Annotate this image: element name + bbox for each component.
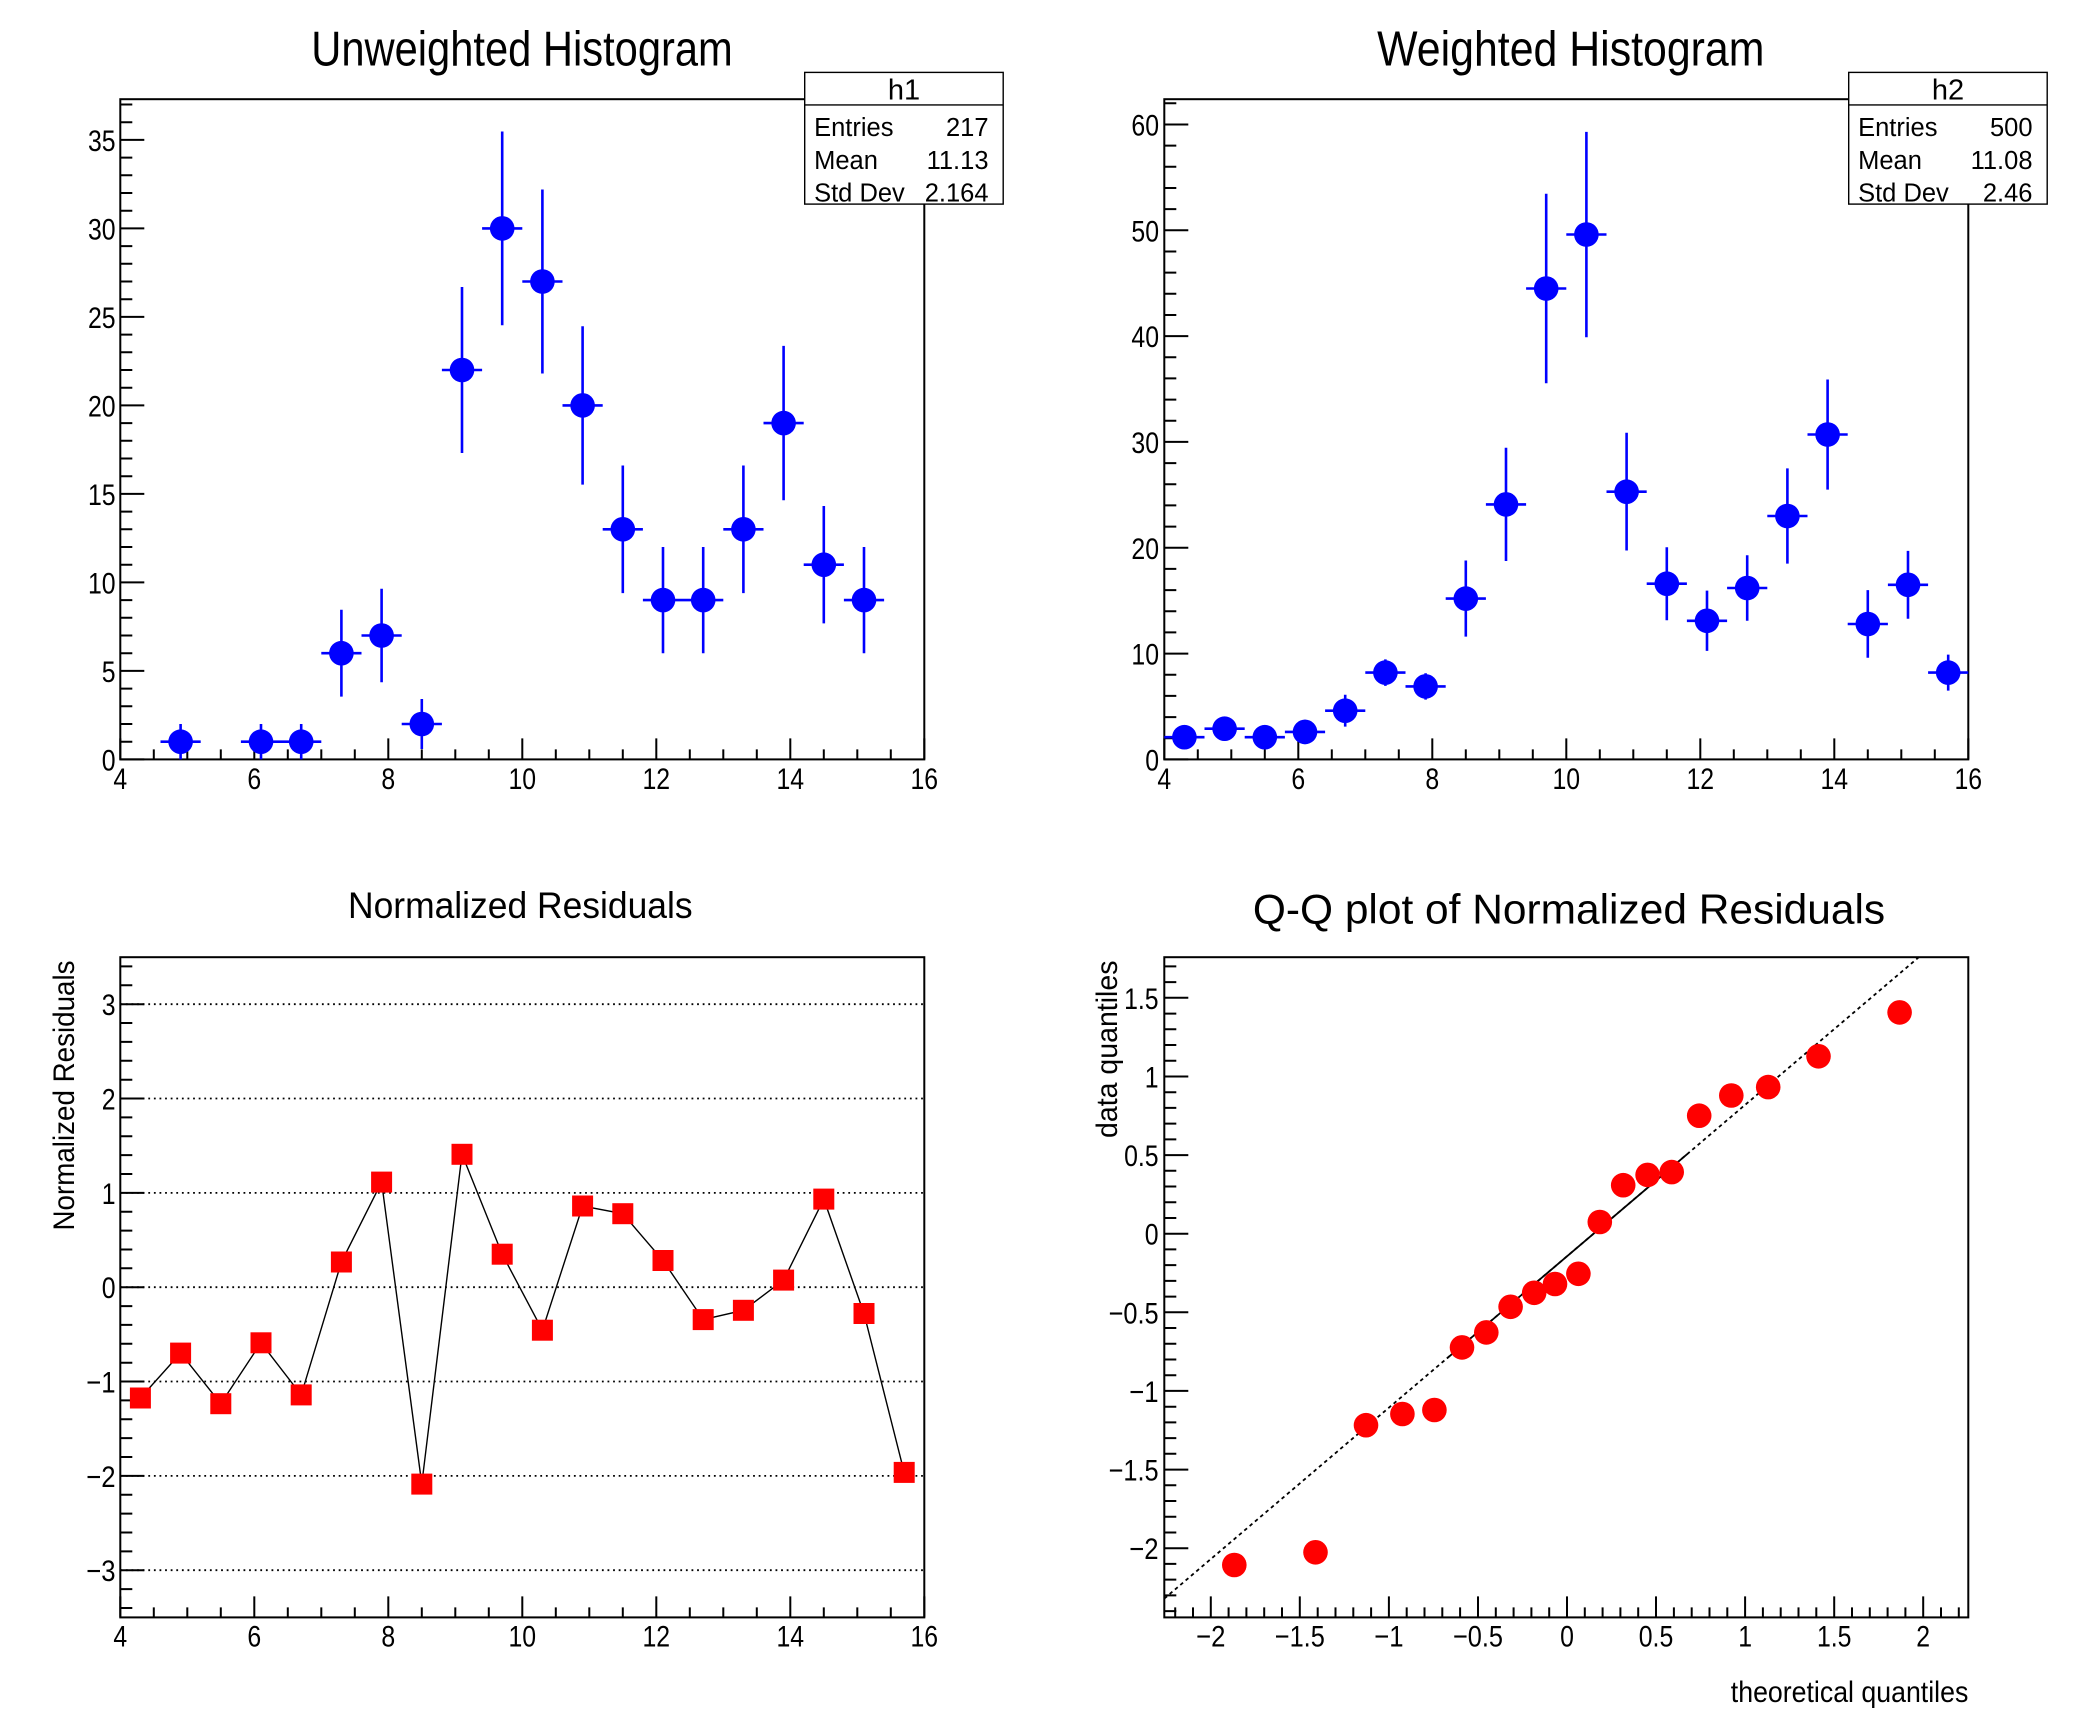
svg-text:8: 8	[1425, 763, 1439, 796]
svg-text:8: 8	[381, 763, 395, 796]
svg-text:14: 14	[1821, 763, 1849, 796]
svg-text:11.08: 11.08	[1971, 147, 2033, 175]
svg-text:1.5: 1.5	[1124, 983, 1159, 1016]
svg-text:Normalized Residuals: Normalized Residuals	[348, 884, 693, 926]
svg-text:6: 6	[247, 1621, 261, 1654]
svg-text:10: 10	[1131, 639, 1159, 672]
svg-text:14: 14	[777, 1621, 805, 1654]
svg-text:4: 4	[1157, 763, 1171, 796]
svg-text:−2: −2	[1196, 1621, 1225, 1654]
svg-text:16: 16	[911, 763, 939, 796]
svg-text:Std Dev: Std Dev	[814, 180, 905, 208]
svg-text:6: 6	[1291, 763, 1305, 796]
svg-text:10: 10	[509, 1621, 537, 1654]
svg-text:1.5: 1.5	[1817, 1621, 1852, 1654]
svg-text:−2: −2	[1129, 1533, 1158, 1566]
svg-text:2.46: 2.46	[1983, 180, 2033, 208]
svg-text:12: 12	[643, 763, 671, 796]
svg-text:−1.5: −1.5	[1109, 1455, 1159, 1488]
svg-text:14: 14	[777, 763, 805, 796]
svg-text:5: 5	[102, 656, 116, 689]
svg-text:0: 0	[1560, 1621, 1574, 1654]
svg-text:6: 6	[247, 763, 261, 796]
svg-text:−1.5: −1.5	[1275, 1621, 1325, 1654]
svg-text:h2: h2	[1932, 75, 1964, 107]
svg-text:2: 2	[102, 1084, 116, 1117]
svg-text:30: 30	[1131, 427, 1159, 460]
svg-text:10: 10	[88, 567, 116, 600]
svg-text:1: 1	[102, 1178, 116, 1211]
svg-text:4: 4	[113, 1621, 127, 1654]
svg-text:−3: −3	[86, 1555, 115, 1588]
svg-text:12: 12	[643, 1621, 671, 1654]
svg-text:15: 15	[88, 479, 116, 512]
svg-text:20: 20	[1131, 533, 1159, 566]
svg-text:16: 16	[911, 1621, 939, 1654]
svg-text:8: 8	[381, 1621, 395, 1654]
svg-text:10: 10	[509, 763, 537, 796]
svg-text:16: 16	[1955, 763, 1983, 796]
svg-text:0: 0	[1145, 744, 1159, 777]
svg-text:−0.5: −0.5	[1109, 1297, 1159, 1330]
svg-text:50: 50	[1131, 215, 1159, 248]
svg-text:40: 40	[1131, 321, 1159, 354]
svg-text:Q-Q plot of Normalized Residua: Q-Q plot of Normalized Residuals	[1253, 886, 1885, 933]
svg-text:10: 10	[1553, 763, 1581, 796]
svg-text:0.5: 0.5	[1639, 1621, 1674, 1654]
svg-text:1: 1	[1145, 1062, 1159, 1095]
svg-text:theoretical quantiles: theoretical quantiles	[1731, 1676, 1969, 1709]
svg-text:−2: −2	[86, 1461, 115, 1494]
svg-text:−1: −1	[1374, 1621, 1403, 1654]
svg-text:0: 0	[102, 744, 116, 777]
svg-text:0.5: 0.5	[1124, 1140, 1159, 1173]
svg-text:Weighted Histogram: Weighted Histogram	[1377, 23, 1764, 77]
svg-text:−1: −1	[1129, 1376, 1158, 1409]
svg-text:4: 4	[113, 763, 127, 796]
svg-text:12: 12	[1687, 763, 1715, 796]
svg-text:217: 217	[946, 114, 989, 142]
svg-text:35: 35	[88, 125, 116, 158]
svg-text:11.13: 11.13	[927, 147, 989, 175]
svg-text:data quantiles: data quantiles	[1091, 961, 1124, 1139]
svg-text:3: 3	[102, 989, 116, 1022]
svg-text:Normalized Residuals: Normalized Residuals	[48, 961, 81, 1231]
svg-text:−1: −1	[86, 1367, 115, 1400]
svg-text:30: 30	[88, 213, 116, 246]
svg-text:Std Dev: Std Dev	[1858, 180, 1949, 208]
svg-text:60: 60	[1131, 110, 1159, 143]
svg-text:Mean: Mean	[1858, 147, 1922, 175]
svg-text:2.164: 2.164	[925, 180, 989, 208]
svg-text:25: 25	[88, 302, 116, 335]
svg-text:Entries: Entries	[814, 114, 893, 142]
svg-text:1: 1	[1738, 1621, 1752, 1654]
svg-text:2: 2	[1916, 1621, 1930, 1654]
svg-text:h1: h1	[888, 75, 920, 107]
svg-text:Unweighted Histogram: Unweighted Histogram	[311, 23, 733, 77]
svg-text:−0.5: −0.5	[1453, 1621, 1503, 1654]
svg-text:0: 0	[1145, 1219, 1159, 1252]
svg-text:0: 0	[102, 1272, 116, 1305]
svg-text:20: 20	[88, 390, 116, 423]
svg-text:Mean: Mean	[814, 147, 878, 175]
svg-text:500: 500	[1990, 114, 2033, 142]
svg-text:Entries: Entries	[1858, 114, 1937, 142]
